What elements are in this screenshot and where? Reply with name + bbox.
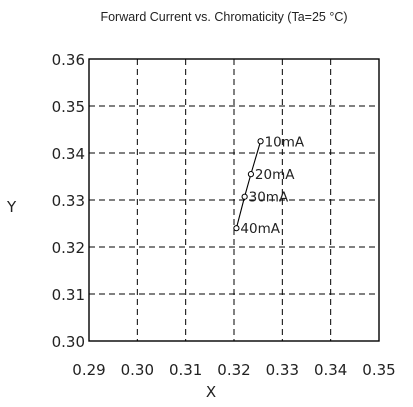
- y-tick-label: 0.32: [52, 239, 85, 257]
- point-label: 10mA: [265, 134, 305, 150]
- y-tick-label: 0.35: [52, 98, 85, 116]
- x-axis-label: X: [206, 383, 216, 401]
- x-tick-label: 0.31: [169, 361, 202, 379]
- data-point: [241, 193, 248, 200]
- point-label: 30mA: [249, 190, 289, 206]
- y-axis-ticks: 0.30 0.31 0.32 0.33 0.34 0.35 0.36: [52, 51, 85, 351]
- y-tick-label: 0.36: [52, 51, 85, 69]
- y-tick-label: 0.31: [52, 286, 85, 304]
- y-tick-label: 0.34: [52, 145, 85, 163]
- y-tick-label: 0.30: [52, 333, 85, 351]
- x-tick-label: 0.35: [362, 361, 395, 379]
- x-tick-label: 0.32: [217, 361, 250, 379]
- data-point: [233, 225, 240, 232]
- y-tick-label: 0.33: [52, 192, 85, 210]
- x-tick-label: 0.30: [121, 361, 154, 379]
- plot-frame: [88, 58, 380, 342]
- series-line: [235, 141, 262, 229]
- grid: [89, 59, 379, 341]
- chart-title: Forward Current vs. Chromaticity (Ta=25 …: [100, 10, 347, 24]
- x-tick-label: 0.33: [266, 361, 299, 379]
- data-point: [257, 138, 264, 145]
- y-axis-label: Y: [6, 198, 17, 216]
- x-axis-ticks: 0.29 0.30 0.31 0.32 0.33 0.34 0.35: [72, 361, 395, 379]
- x-tick-label: 0.34: [314, 361, 347, 379]
- series: 10mA 20mA 30mA 40mA: [233, 134, 305, 237]
- point-label: 20mA: [255, 167, 295, 183]
- x-tick-label: 0.29: [72, 361, 105, 379]
- data-point: [247, 171, 255, 178]
- point-label: 40mA: [240, 221, 280, 237]
